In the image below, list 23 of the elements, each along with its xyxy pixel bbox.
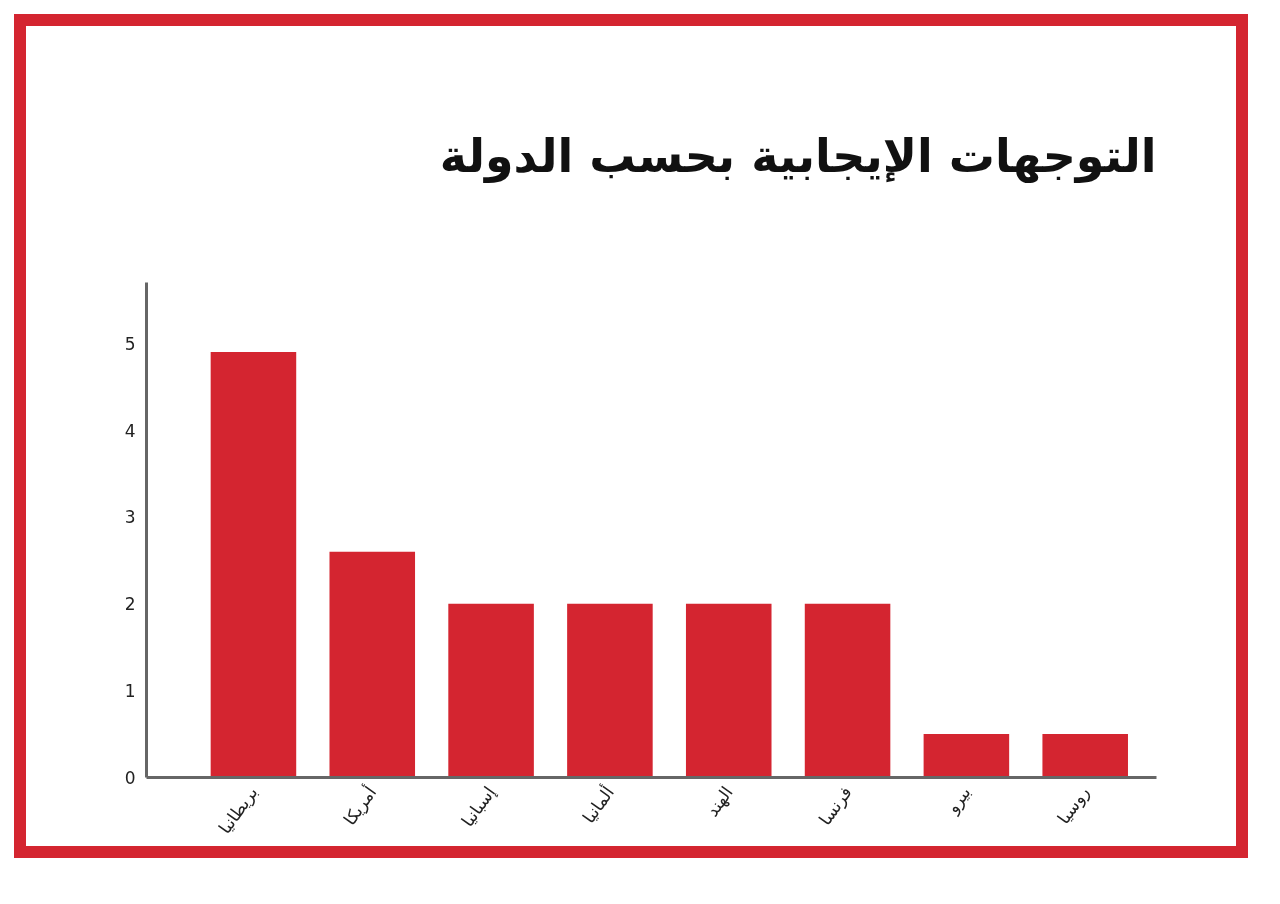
chart-title: التوجهات الإيجابية بحسب الدولة xyxy=(439,128,1157,183)
x-tick-label: إسبانيا xyxy=(457,782,500,831)
bar xyxy=(210,351,297,778)
bar xyxy=(1042,734,1128,778)
x-tick-label: ألمانيا xyxy=(577,782,619,827)
x-tick-label: فرنسا xyxy=(814,782,856,829)
y-tick-label: 4 xyxy=(124,420,136,441)
y-tick-label: 3 xyxy=(124,507,136,528)
x-tick-label: الهند xyxy=(702,782,738,821)
x-tick-label: أمريكا xyxy=(338,782,381,829)
bar xyxy=(804,603,891,778)
bar xyxy=(923,734,1010,778)
bar xyxy=(567,603,653,778)
bar xyxy=(448,603,534,778)
bar xyxy=(685,603,772,778)
x-tick-label: روسيا xyxy=(1053,782,1094,828)
y-tick-label: 2 xyxy=(124,594,136,615)
x-tick-label: بيرو xyxy=(941,782,975,818)
y-tick-label: 1 xyxy=(124,681,136,702)
bar xyxy=(329,551,416,778)
x-tick-label: بريطانيا xyxy=(214,782,262,838)
y-tick-label: 5 xyxy=(124,333,136,354)
y-tick-label: 0 xyxy=(124,768,136,788)
